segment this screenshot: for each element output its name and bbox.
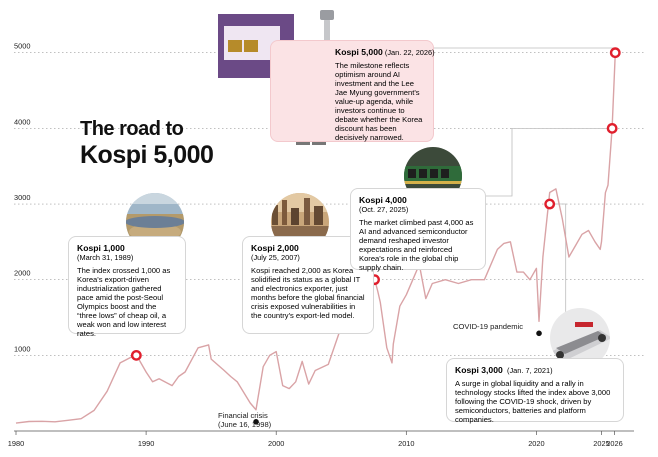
milestone-date: (Jan. 7, 2021)	[507, 366, 553, 375]
milestone-card-5000: Kospi 5,000 (Jan. 22, 2026) The mileston…	[270, 40, 435, 142]
x-tick-label: 2025	[593, 439, 609, 448]
milestone-label: Kospi 2,000	[251, 243, 299, 253]
x-tick-label: 2010	[398, 439, 414, 448]
milestone-marker	[606, 122, 618, 134]
y-tick-label: 3000	[14, 193, 30, 202]
milestone-date: (March 31, 1989)	[77, 253, 134, 262]
milestone-heading: Kospi 5,000 (Jan. 22, 2026)	[335, 47, 435, 57]
event-label: Financial crisis	[218, 411, 268, 420]
y-tick-label: 4000	[14, 117, 30, 126]
milestone-date: (July 25, 2007)	[251, 253, 300, 262]
y-tick-label: 1000	[14, 344, 30, 353]
event-date: (June 16, 1998)	[218, 420, 272, 430]
milestone-date: (Jan. 22, 2026)	[384, 48, 435, 57]
milestone-label: Kospi 3,000	[455, 365, 503, 375]
milestone-card-1000: Kospi 1,000 (March 31, 1989) The index c…	[68, 236, 186, 338]
milestone-card-2000: Kospi 2,000 (July 25, 2007) Kospi reache…	[242, 236, 374, 334]
y-tick-label: 2000	[14, 269, 30, 278]
x-tick-label: 1990	[138, 439, 154, 448]
title-line-2: Kospi 5,000	[80, 141, 214, 169]
milestone-text: Kospi reached 2,000 as Korea solidified …	[251, 266, 365, 320]
connector-line	[486, 127, 613, 197]
milestone-text: The milestone reflects optimism around A…	[335, 61, 423, 142]
event-markers	[253, 330, 542, 425]
x-tick-label: 2026	[606, 439, 622, 448]
milestone-text: A surge in global liquidity and a rally …	[455, 379, 611, 424]
event-dot	[253, 419, 259, 425]
y-axis-labels: 1000 2000 3000 4000 5000	[14, 42, 30, 354]
chart-title: The road to Kospi 5,000	[80, 118, 214, 170]
milestone-marker	[130, 349, 142, 361]
milestone-marker	[544, 198, 556, 210]
milestone-label: Kospi 5,000	[335, 47, 383, 57]
milestone-text: The index crossed 1,000 as Korea's expor…	[77, 266, 171, 338]
milestone-label: Kospi 4,000	[359, 195, 407, 205]
milestone-text: The market climbed past 4,000 as AI and …	[359, 218, 474, 272]
event-dot	[536, 330, 542, 337]
milestone-markers	[130, 47, 621, 361]
event-label: COVID-19 pandemic	[453, 322, 524, 331]
milestone-date: (Oct. 27, 2025)	[359, 205, 409, 214]
event-label-covid: COVID-19 pandemic	[453, 322, 523, 331]
milestone-label: Kospi 1,000	[77, 243, 125, 253]
x-tick-label: 2000	[268, 439, 284, 448]
connector-line	[434, 47, 616, 53]
milestone-card-4000: Kospi 4,000 (Oct. 27, 2025) The market c…	[350, 188, 486, 272]
y-tick-label: 5000	[14, 42, 30, 51]
x-tick-label: 1980	[8, 439, 24, 448]
x-tick-label: 2020	[528, 439, 544, 448]
title-line-1: The road to	[80, 118, 184, 140]
milestone-marker	[609, 47, 621, 59]
milestone-card-3000: Kospi 3,000 (Jan. 7, 2021) A surge in gl…	[446, 358, 624, 424]
event-label-financial-crisis: Financial crisis (June 16, 1998)	[218, 411, 271, 429]
